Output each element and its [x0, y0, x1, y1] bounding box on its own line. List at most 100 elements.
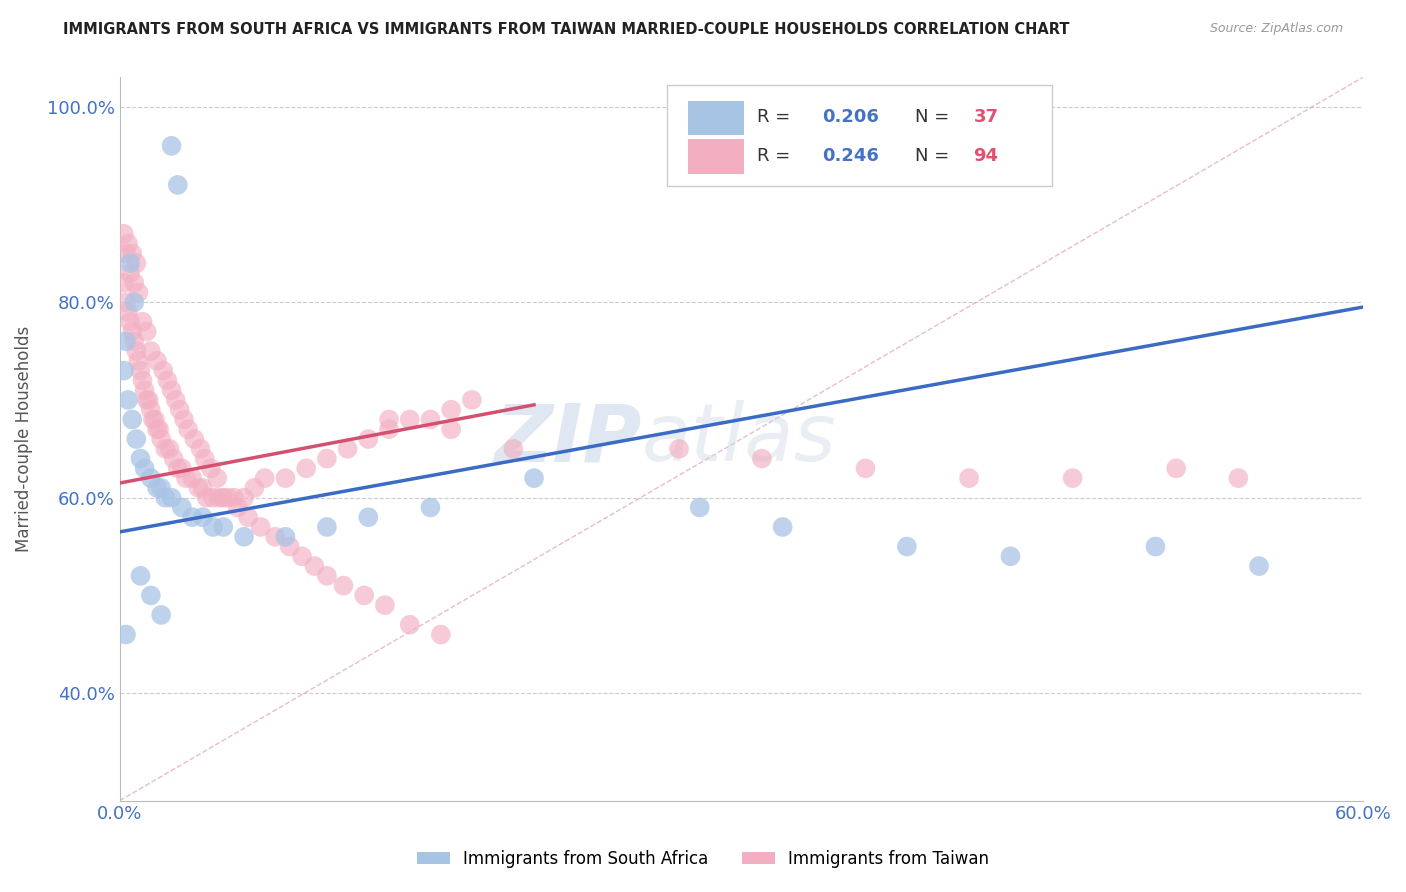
Point — [332, 579, 354, 593]
Point — [169, 402, 191, 417]
Text: R =: R = — [758, 146, 796, 164]
Text: IMMIGRANTS FROM SOUTH AFRICA VS IMMIGRANTS FROM TAIWAN MARRIED-COUPLE HOUSEHOLDS: IMMIGRANTS FROM SOUTH AFRICA VS IMMIGRAN… — [63, 22, 1070, 37]
Point — [243, 481, 266, 495]
Point — [957, 471, 980, 485]
Point — [135, 325, 157, 339]
Bar — [688, 101, 744, 136]
Point — [316, 569, 339, 583]
Point — [135, 392, 157, 407]
Point — [146, 354, 169, 368]
Point — [122, 276, 145, 290]
Point — [173, 412, 195, 426]
Point — [440, 422, 463, 436]
Point — [112, 227, 135, 241]
Point — [195, 491, 218, 505]
Point — [357, 432, 380, 446]
Point — [129, 363, 152, 377]
Point — [291, 549, 314, 564]
Point — [117, 236, 139, 251]
Point — [148, 422, 170, 436]
Text: N =: N = — [915, 108, 955, 126]
Point — [1227, 471, 1250, 485]
Text: 37: 37 — [973, 108, 998, 126]
Point — [855, 461, 877, 475]
Point — [212, 520, 235, 534]
Point — [274, 471, 297, 485]
Legend: Immigrants from South Africa, Immigrants from Taiwan: Immigrants from South Africa, Immigrants… — [411, 844, 995, 875]
Point — [150, 607, 173, 622]
Point — [129, 569, 152, 583]
Point — [353, 588, 375, 602]
Point — [201, 491, 224, 505]
Point — [125, 432, 148, 446]
Point — [194, 451, 217, 466]
Point — [146, 422, 169, 436]
Text: 0.246: 0.246 — [823, 146, 879, 164]
Point — [205, 471, 228, 485]
Point — [150, 481, 173, 495]
Point — [134, 383, 156, 397]
Point — [183, 432, 205, 446]
Point — [117, 392, 139, 407]
Point — [121, 325, 143, 339]
Point — [378, 412, 401, 426]
Point — [125, 344, 148, 359]
Point — [212, 491, 235, 505]
Point — [139, 402, 162, 417]
Point — [304, 559, 326, 574]
Point — [336, 442, 359, 456]
Point — [523, 471, 546, 485]
Point — [120, 256, 142, 270]
Point — [134, 461, 156, 475]
Point — [142, 412, 165, 426]
Point — [120, 266, 142, 280]
Point — [751, 451, 773, 466]
Point — [129, 451, 152, 466]
Bar — [688, 139, 744, 174]
Point — [138, 392, 160, 407]
Text: atlas: atlas — [641, 400, 837, 478]
Text: ZIP: ZIP — [495, 400, 641, 478]
Point — [166, 178, 188, 192]
Point — [1062, 471, 1084, 485]
Point — [125, 256, 148, 270]
Point — [139, 588, 162, 602]
Point — [115, 295, 138, 310]
Point — [1000, 549, 1022, 564]
Text: N =: N = — [915, 146, 955, 164]
Point — [127, 285, 149, 300]
Point — [156, 373, 179, 387]
Text: R =: R = — [758, 108, 796, 126]
Point — [668, 442, 690, 456]
Point — [112, 363, 135, 377]
Point — [139, 471, 162, 485]
Point — [155, 491, 177, 505]
Point — [208, 491, 231, 505]
Point — [398, 617, 420, 632]
Text: 0.206: 0.206 — [823, 108, 879, 126]
Point — [1144, 540, 1167, 554]
Point — [264, 530, 287, 544]
Point — [191, 481, 214, 495]
Point — [419, 412, 441, 426]
Point — [274, 530, 297, 544]
Point — [165, 392, 187, 407]
Point — [131, 373, 153, 387]
Point — [139, 344, 162, 359]
Point — [122, 334, 145, 349]
Point — [200, 461, 222, 475]
Point — [166, 461, 188, 475]
Point — [115, 246, 138, 260]
Point — [295, 461, 318, 475]
Point — [146, 481, 169, 495]
Point — [170, 461, 193, 475]
Point — [689, 500, 711, 515]
Point — [249, 520, 271, 534]
Point — [253, 471, 276, 485]
Point — [117, 305, 139, 319]
Point — [162, 451, 184, 466]
Point — [170, 500, 193, 515]
Point — [122, 295, 145, 310]
Point — [278, 540, 301, 554]
Point — [398, 412, 420, 426]
